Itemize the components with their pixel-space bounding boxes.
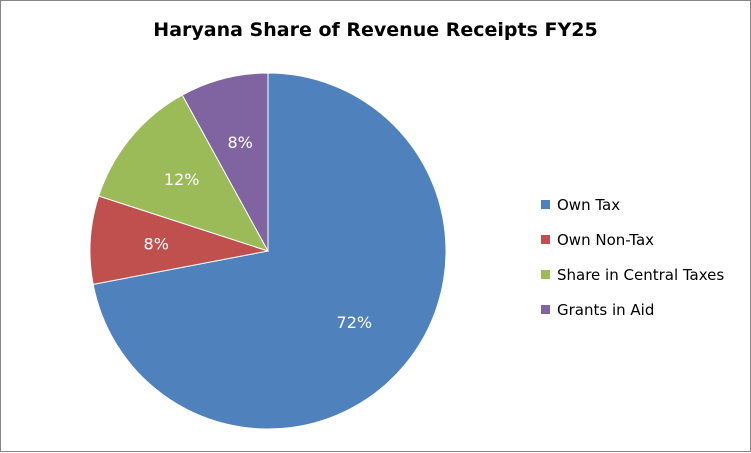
legend-item-own-tax: Own Tax: [541, 187, 724, 222]
legend-label: Own Non-Tax: [557, 230, 655, 249]
legend-label: Own Tax: [557, 195, 621, 214]
legend-item-share-in-central-taxes: Share in Central Taxes: [541, 257, 724, 292]
legend: Own Tax Own Non-Tax Share in Central Tax…: [541, 187, 724, 327]
pie-slice-own-non-tax: [89, 195, 269, 285]
pie-slice-share-in-central-taxes: [98, 94, 270, 252]
data-label: 12%: [164, 170, 200, 189]
data-label: 8%: [144, 234, 169, 253]
data-label: 72%: [337, 313, 373, 332]
legend-swatch: [541, 235, 550, 244]
legend-item-grants-in-aid: Grants in Aid: [541, 292, 724, 327]
pie-slice-own-tax: [92, 72, 447, 430]
legend-swatch: [541, 200, 550, 209]
legend-swatch: [541, 270, 550, 279]
chart-title: Haryana Share of Revenue Receipts FY25: [153, 19, 598, 41]
legend-swatch: [541, 305, 550, 314]
legend-label: Share in Central Taxes: [557, 265, 725, 284]
data-label: 8%: [227, 133, 252, 152]
legend-label: Grants in Aid: [557, 300, 655, 319]
legend-item-own-non-tax: Own Non-Tax: [541, 222, 724, 257]
pie-slice-grants-in-aid: [181, 72, 269, 252]
